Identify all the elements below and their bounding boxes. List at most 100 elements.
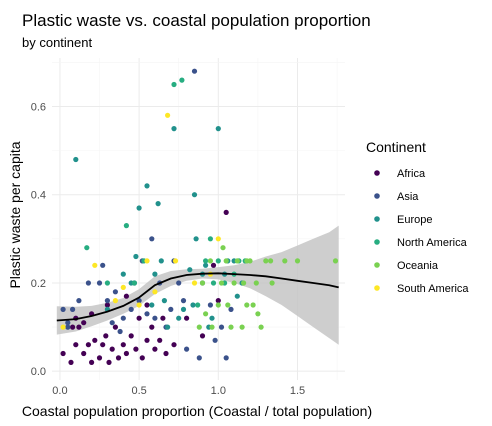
x-tick-label: 0.5 (131, 385, 146, 397)
data-point (81, 351, 86, 356)
y-tick-label: 0.2 (31, 278, 46, 290)
data-point (137, 205, 142, 210)
legend-swatch (374, 170, 380, 176)
data-point (124, 223, 129, 228)
data-point (61, 307, 66, 312)
data-point (200, 280, 205, 285)
data-point (124, 351, 129, 356)
x-tick-label: 1.0 (211, 385, 226, 397)
data-point (168, 307, 173, 312)
data-point (144, 302, 149, 307)
data-point (197, 355, 202, 360)
grid-layer (52, 58, 345, 380)
data-point (86, 342, 91, 347)
data-point (224, 210, 229, 215)
data-point (171, 126, 176, 131)
data-point (113, 298, 118, 303)
data-point (295, 258, 300, 263)
legend-label: Asia (397, 191, 419, 203)
data-point (162, 298, 167, 303)
data-point (140, 355, 145, 360)
data-point (270, 280, 275, 285)
data-point (171, 342, 176, 347)
data-point (110, 320, 115, 325)
data-point (225, 302, 230, 307)
data-point (251, 302, 256, 307)
data-point (171, 82, 176, 87)
data-point (89, 360, 94, 365)
data-point (129, 307, 134, 312)
data-point (211, 280, 216, 285)
data-point (68, 360, 73, 365)
data-point (144, 311, 149, 316)
chart-title: Plastic waste vs. coastal population pro… (22, 11, 371, 30)
y-axis-title: Plastic waste per capita (7, 141, 23, 288)
data-point (228, 325, 233, 330)
data-point (133, 254, 138, 259)
data-point (97, 355, 102, 360)
data-point (152, 316, 157, 321)
data-point (184, 316, 189, 321)
data-point (203, 311, 208, 316)
x-tick-label: 0.0 (52, 385, 67, 397)
data-point (70, 307, 75, 312)
data-point (263, 258, 268, 263)
data-point (219, 280, 224, 285)
data-point (113, 289, 118, 294)
data-point (73, 342, 78, 347)
data-point (103, 333, 108, 338)
data-point (176, 316, 181, 321)
legend-swatch (374, 285, 380, 291)
data-point (97, 280, 102, 285)
data-point (156, 201, 161, 206)
data-point (86, 280, 91, 285)
data-point (118, 329, 123, 334)
legend-label: North America (397, 237, 468, 249)
data-point (203, 258, 208, 263)
data-point (61, 351, 66, 356)
data-point (124, 294, 129, 299)
x-tick-label: 1.5 (290, 385, 305, 397)
data-point (181, 298, 186, 303)
data-point (110, 347, 115, 352)
data-point (116, 355, 121, 360)
data-point (228, 307, 233, 312)
legend-swatch (374, 193, 380, 199)
data-point (121, 272, 126, 277)
data-point (81, 320, 86, 325)
data-point (240, 325, 245, 330)
data-point (76, 325, 81, 330)
data-point (137, 316, 142, 321)
legend-title: Continent (366, 139, 426, 155)
data-point (181, 307, 186, 312)
data-point (254, 280, 259, 285)
data-point (100, 263, 105, 268)
data-point (149, 236, 154, 241)
y-tick-label: 0.6 (31, 102, 46, 114)
legend-swatch (374, 239, 380, 245)
data-point (92, 263, 97, 268)
data-point (208, 236, 213, 241)
legend-swatch (374, 262, 380, 268)
data-point (192, 69, 197, 74)
data-point (333, 258, 338, 263)
data-point (113, 325, 118, 330)
data-point (152, 289, 157, 294)
x-axis-title: Coastal population proportion (Coastal /… (22, 403, 372, 419)
data-point (190, 302, 195, 307)
data-point (244, 302, 249, 307)
data-point (137, 302, 142, 307)
data-point (224, 258, 229, 263)
data-point (144, 258, 149, 263)
data-point (241, 280, 246, 285)
data-point (159, 258, 164, 263)
y-tick-label: 0.4 (31, 190, 46, 202)
data-point (160, 316, 165, 321)
data-point (165, 113, 170, 118)
data-point (121, 342, 126, 347)
data-point (194, 236, 199, 241)
data-point (235, 294, 240, 299)
data-point (92, 338, 97, 343)
